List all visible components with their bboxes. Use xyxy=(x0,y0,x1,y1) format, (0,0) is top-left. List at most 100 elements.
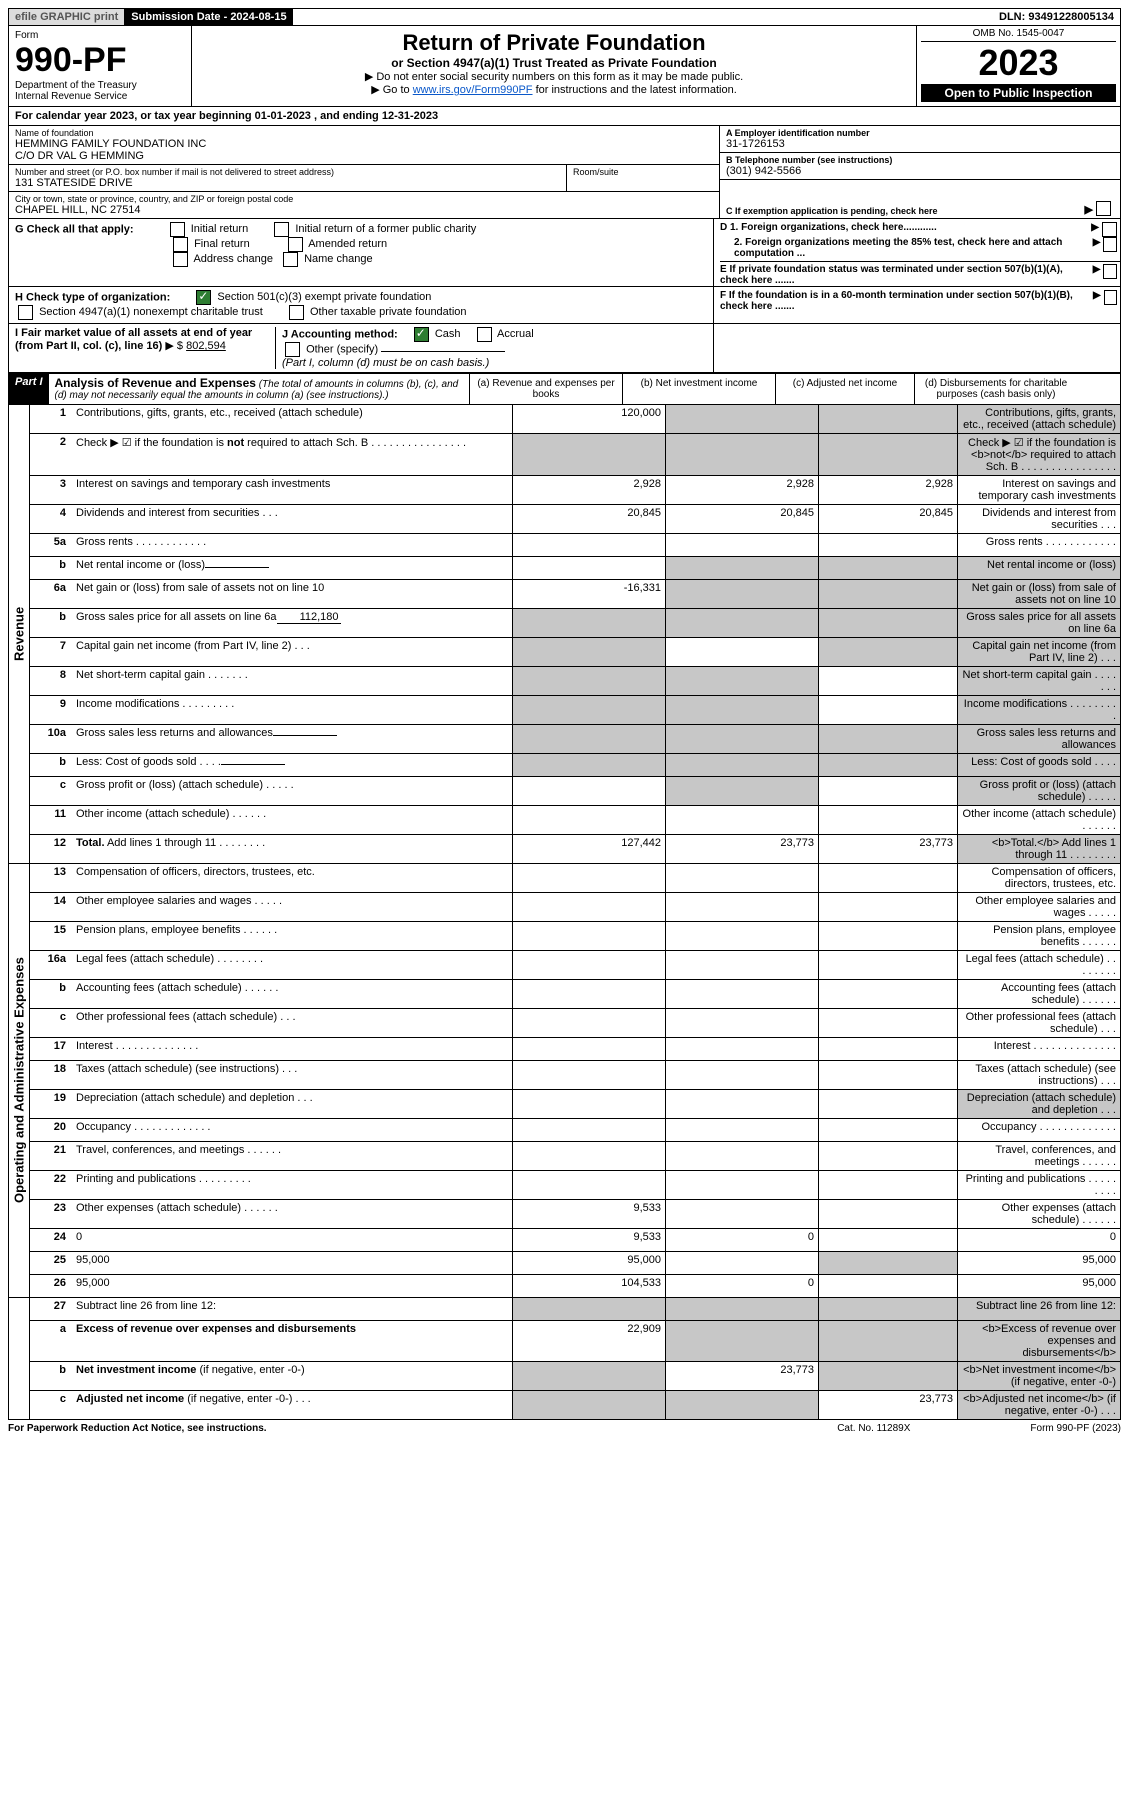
cell-c xyxy=(818,1229,957,1251)
g-name-checkbox[interactable] xyxy=(283,252,298,267)
cell-b xyxy=(665,434,818,475)
table-row: 27Subtract line 26 from line 12:Subtract… xyxy=(30,1298,1120,1321)
line-number: 12 xyxy=(30,835,72,863)
j-other-input[interactable] xyxy=(381,351,505,352)
d1-checkbox[interactable] xyxy=(1102,222,1117,237)
phone-value: (301) 942-5566 xyxy=(726,165,1114,177)
cell-c xyxy=(818,580,957,608)
line-description: Occupancy . . . . . . . . . . . . . xyxy=(72,1119,512,1141)
cell-d: 0 xyxy=(957,1229,1120,1251)
cell-a: 120,000 xyxy=(512,405,665,433)
line-description: Total. Add lines 1 through 11 . . . . . … xyxy=(72,835,512,863)
g-amended-checkbox[interactable] xyxy=(288,237,303,252)
g-address-checkbox[interactable] xyxy=(173,252,188,267)
cell-d: Gross sales less returns and allowances xyxy=(957,725,1120,753)
summary-table: 27Subtract line 26 from line 12:Subtract… xyxy=(8,1298,1121,1420)
line-description: Interest on savings and temporary cash i… xyxy=(72,476,512,504)
cell-b xyxy=(665,534,818,556)
line-description: Compensation of officers, directors, tru… xyxy=(72,864,512,892)
cell-c xyxy=(818,434,957,475)
cell-d: <b>Excess of revenue over expenses and d… xyxy=(957,1321,1120,1361)
cell-c xyxy=(818,725,957,753)
h-4947-checkbox[interactable] xyxy=(18,305,33,320)
cell-c xyxy=(818,609,957,637)
cell-d: Accounting fees (attach schedule) . . . … xyxy=(957,980,1120,1008)
cell-d: Other professional fees (attach schedule… xyxy=(957,1009,1120,1037)
line-number: 21 xyxy=(30,1142,72,1170)
cell-a xyxy=(512,696,665,724)
section-h: H Check type of organization: Section 50… xyxy=(8,287,1121,324)
cell-a xyxy=(512,725,665,753)
cell-a xyxy=(512,1391,665,1419)
cell-d: Other employee salaries and wages . . . … xyxy=(957,893,1120,921)
city-value: CHAPEL HILL, NC 27514 xyxy=(15,204,713,216)
section-i-j: I Fair market value of all assets at end… xyxy=(8,324,1121,373)
table-row: cGross profit or (loss) (attach schedule… xyxy=(30,777,1120,806)
cell-c xyxy=(818,1321,957,1361)
h-other-taxable-checkbox[interactable] xyxy=(289,305,304,320)
line-number: 17 xyxy=(30,1038,72,1060)
cell-d: Pension plans, employee benefits . . . .… xyxy=(957,922,1120,950)
d2-checkbox[interactable] xyxy=(1103,237,1117,252)
table-row: 2695,000104,533095,000 xyxy=(30,1275,1120,1297)
e-checkbox[interactable] xyxy=(1103,264,1117,279)
line-number: c xyxy=(30,1009,72,1037)
cell-a: -16,331 xyxy=(512,580,665,608)
cell-b xyxy=(665,1391,818,1419)
line-description: Dividends and interest from securities .… xyxy=(72,505,512,533)
table-row: 1Contributions, gifts, grants, etc., rec… xyxy=(30,405,1120,434)
h-501c3-checkbox[interactable] xyxy=(196,290,211,305)
cell-b xyxy=(665,725,818,753)
ein-label: A Employer identification number xyxy=(726,128,1114,138)
identity-block: Name of foundation HEMMING FAMILY FOUNDA… xyxy=(8,126,1121,219)
cell-a xyxy=(512,951,665,979)
efile-print-button[interactable]: efile GRAPHIC print xyxy=(9,9,125,25)
j-other-checkbox[interactable] xyxy=(285,342,300,357)
cell-c xyxy=(818,777,957,805)
line-number: 10a xyxy=(30,725,72,753)
inline-value xyxy=(221,764,285,765)
i-value-prefix: ▶ $ xyxy=(165,340,183,352)
line-description: Other income (attach schedule) . . . . .… xyxy=(72,806,512,834)
dept-treasury: Department of the Treasury xyxy=(15,80,185,91)
cell-d: Capital gain net income (from Part IV, l… xyxy=(957,638,1120,666)
form-header: Form 990-PF Department of the Treasury I… xyxy=(8,26,1121,107)
cell-c xyxy=(818,1119,957,1141)
line-number: 13 xyxy=(30,864,72,892)
line-description: Adjusted net income (if negative, enter … xyxy=(72,1391,512,1419)
f-checkbox[interactable] xyxy=(1104,290,1117,305)
cell-a xyxy=(512,806,665,834)
top-bar: efile GRAPHIC print Submission Date - 20… xyxy=(8,8,1121,26)
cell-c xyxy=(818,1009,957,1037)
cell-c xyxy=(818,1038,957,1060)
cell-d: Gross rents . . . . . . . . . . . . xyxy=(957,534,1120,556)
irs-link[interactable]: www.irs.gov/Form990PF xyxy=(413,84,533,96)
line-description: 95,000 xyxy=(72,1275,512,1297)
g-initial-checkbox[interactable] xyxy=(170,222,185,237)
line-description: Subtract line 26 from line 12: xyxy=(72,1298,512,1320)
j-cash-checkbox[interactable] xyxy=(414,327,429,342)
g-final-checkbox[interactable] xyxy=(173,237,188,252)
line-description: Legal fees (attach schedule) . . . . . .… xyxy=(72,951,512,979)
revenue-label: Revenue xyxy=(9,405,30,863)
table-row: 16aLegal fees (attach schedule) . . . . … xyxy=(30,951,1120,980)
g-initial-former-checkbox[interactable] xyxy=(274,222,289,237)
part1-title: Analysis of Revenue and Expenses xyxy=(55,376,256,390)
line-description: Other expenses (attach schedule) . . . .… xyxy=(72,1200,512,1228)
cell-a xyxy=(512,1119,665,1141)
city-label: City or town, state or province, country… xyxy=(15,194,713,204)
inline-value xyxy=(273,735,337,736)
omb-number: OMB No. 1545-0047 xyxy=(921,28,1116,42)
cell-c xyxy=(818,864,957,892)
table-row: 17Interest . . . . . . . . . . . . . .In… xyxy=(30,1038,1120,1061)
line-description: Net gain or (loss) from sale of assets n… xyxy=(72,580,512,608)
cell-c xyxy=(818,893,957,921)
line-number: 8 xyxy=(30,667,72,695)
line-number: 9 xyxy=(30,696,72,724)
j-accrual-checkbox[interactable] xyxy=(477,327,492,342)
cell-b: 23,773 xyxy=(665,835,818,863)
table-row: 14Other employee salaries and wages . . … xyxy=(30,893,1120,922)
table-row: 11Other income (attach schedule) . . . .… xyxy=(30,806,1120,835)
c-checkbox[interactable] xyxy=(1096,201,1111,216)
table-row: 2409,53300 xyxy=(30,1229,1120,1252)
